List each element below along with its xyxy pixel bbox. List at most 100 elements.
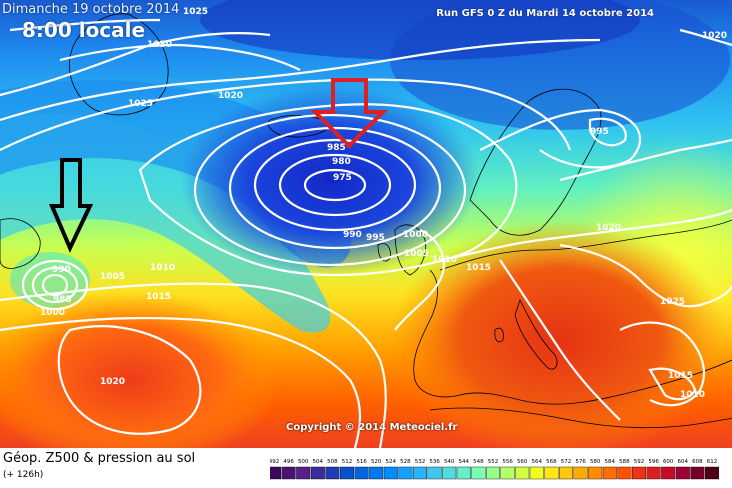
scale-label: 552 bbox=[488, 459, 499, 465]
scale-label: 588 bbox=[619, 459, 630, 465]
scale-label: 536 bbox=[429, 459, 440, 465]
scale-label: 584 bbox=[605, 459, 616, 465]
scale-label: 568 bbox=[546, 459, 557, 465]
scale-label: 544 bbox=[459, 459, 470, 465]
scale-swatch bbox=[412, 466, 427, 480]
forecast-offset: (+ 126h) bbox=[3, 470, 44, 480]
scale-swatch bbox=[632, 466, 647, 480]
scale-swatch bbox=[427, 466, 442, 480]
scale-label: 560 bbox=[517, 459, 528, 465]
scale-swatch bbox=[354, 466, 369, 480]
pressure-label: 1020 bbox=[218, 91, 243, 101]
scale-swatch bbox=[310, 466, 325, 480]
scale-swatch bbox=[588, 466, 603, 480]
scale-label: 500 bbox=[298, 459, 309, 465]
scale-swatch bbox=[529, 466, 544, 480]
pressure-label: 980 bbox=[332, 157, 351, 167]
copyright-notice: Copyright © 2014 Meteociel.fr bbox=[286, 422, 458, 433]
pressure-label: 1015 bbox=[146, 292, 171, 302]
scale-swatch bbox=[500, 466, 515, 480]
scale-swatch bbox=[398, 466, 413, 480]
pressure-label: 995 bbox=[590, 127, 609, 137]
map-title: Géop. Z500 & pression au sol bbox=[3, 451, 196, 466]
pressure-label: 1030 bbox=[147, 40, 172, 50]
forecast-date: Dimanche 19 octobre 2014 bbox=[2, 2, 180, 17]
scale-label: 576 bbox=[575, 459, 586, 465]
pressure-label: 1020 bbox=[702, 31, 727, 41]
pressure-label: 995 bbox=[366, 233, 385, 243]
scale-label: 504 bbox=[313, 459, 324, 465]
scale-label: 592 bbox=[634, 459, 645, 465]
scale-label: 580 bbox=[590, 459, 601, 465]
scale-swatch bbox=[690, 466, 705, 480]
red-arrow-icon bbox=[310, 78, 388, 149]
coastlines bbox=[0, 13, 732, 429]
scale-swatch bbox=[471, 466, 486, 480]
scale-label: 496 bbox=[283, 459, 294, 465]
pressure-label: 1020 bbox=[100, 377, 125, 387]
pressure-label: 1000 bbox=[403, 230, 428, 240]
pressure-label: 1015 bbox=[668, 371, 693, 381]
pressure-label: 1005 bbox=[404, 249, 429, 259]
scale-label: 524 bbox=[386, 459, 397, 465]
scale-swatch bbox=[675, 466, 690, 480]
pressure-label: 990 bbox=[343, 230, 362, 240]
scale-swatch bbox=[325, 466, 340, 480]
black-arrow-icon bbox=[48, 158, 94, 253]
scale-label: 540 bbox=[444, 459, 455, 465]
scale-label: 520 bbox=[371, 459, 382, 465]
scale-swatch bbox=[544, 466, 559, 480]
pressure-label: 975 bbox=[333, 173, 352, 183]
pressure-label: 1025 bbox=[183, 7, 208, 17]
scale-swatch bbox=[442, 466, 457, 480]
color-scale: 492 496 500 504 508 512 516 520 524 528 532 536 540 5… bbox=[270, 459, 720, 480]
pressure-label: 1015 bbox=[466, 263, 491, 273]
scale-label: 512 bbox=[342, 459, 353, 465]
pressure-label: 1005 bbox=[100, 272, 125, 282]
scale-label: 516 bbox=[356, 459, 367, 465]
scale-label: 492 bbox=[270, 459, 279, 465]
forecast-time: 8:00 locale bbox=[22, 18, 146, 42]
pressure-label: 1025 bbox=[660, 297, 685, 307]
scale-swatch bbox=[515, 466, 530, 480]
scale-label: 548 bbox=[473, 459, 484, 465]
pressure-label: 1000 bbox=[40, 308, 65, 318]
scale-swatch bbox=[661, 466, 676, 480]
pressure-label: 985 bbox=[327, 143, 346, 153]
scale-swatch bbox=[296, 466, 311, 480]
scale-swatch bbox=[369, 466, 384, 480]
pressure-label: 1010 bbox=[150, 263, 175, 273]
scale-swatch bbox=[383, 466, 398, 480]
isobars bbox=[0, 18, 732, 448]
model-run-label: Run GFS 0 Z du Mardi 14 octobre 2014 bbox=[436, 8, 654, 19]
scale-label: 572 bbox=[561, 459, 572, 465]
pressure-labels: 1025 1030 1025 1020 985 980 975 990 995 … bbox=[40, 7, 727, 400]
pressure-label: 990 bbox=[52, 265, 71, 275]
scale-label: 604 bbox=[678, 459, 689, 465]
scale-label: 600 bbox=[663, 459, 674, 465]
scale-swatch bbox=[559, 466, 574, 480]
scale-swatch bbox=[339, 466, 354, 480]
scale-swatch bbox=[485, 466, 500, 480]
scale-swatch bbox=[646, 466, 661, 480]
pressure-label: 985 bbox=[53, 295, 72, 305]
scale-swatch bbox=[270, 466, 282, 480]
scale-label: 596 bbox=[648, 459, 659, 465]
scale-swatch bbox=[705, 466, 720, 480]
scale-label: 564 bbox=[532, 459, 543, 465]
scale-swatch bbox=[617, 466, 632, 480]
scale-label: 556 bbox=[502, 459, 513, 465]
scale-swatch bbox=[602, 466, 617, 480]
pressure-label: 1020 bbox=[596, 223, 621, 233]
pressure-label: 1025 bbox=[128, 99, 153, 109]
scale-swatch bbox=[281, 466, 296, 480]
pressure-label: 1010 bbox=[680, 390, 705, 400]
pressure-label: 1010 bbox=[432, 255, 457, 265]
scale-label: 508 bbox=[327, 459, 338, 465]
scale-label: 608 bbox=[692, 459, 703, 465]
weather-map: 1025 1030 1025 1020 985 980 975 990 995 … bbox=[0, 0, 732, 448]
scale-swatch bbox=[573, 466, 588, 480]
scale-label: 612 bbox=[707, 459, 718, 465]
scale-label: 532 bbox=[415, 459, 426, 465]
scale-label: 528 bbox=[400, 459, 411, 465]
